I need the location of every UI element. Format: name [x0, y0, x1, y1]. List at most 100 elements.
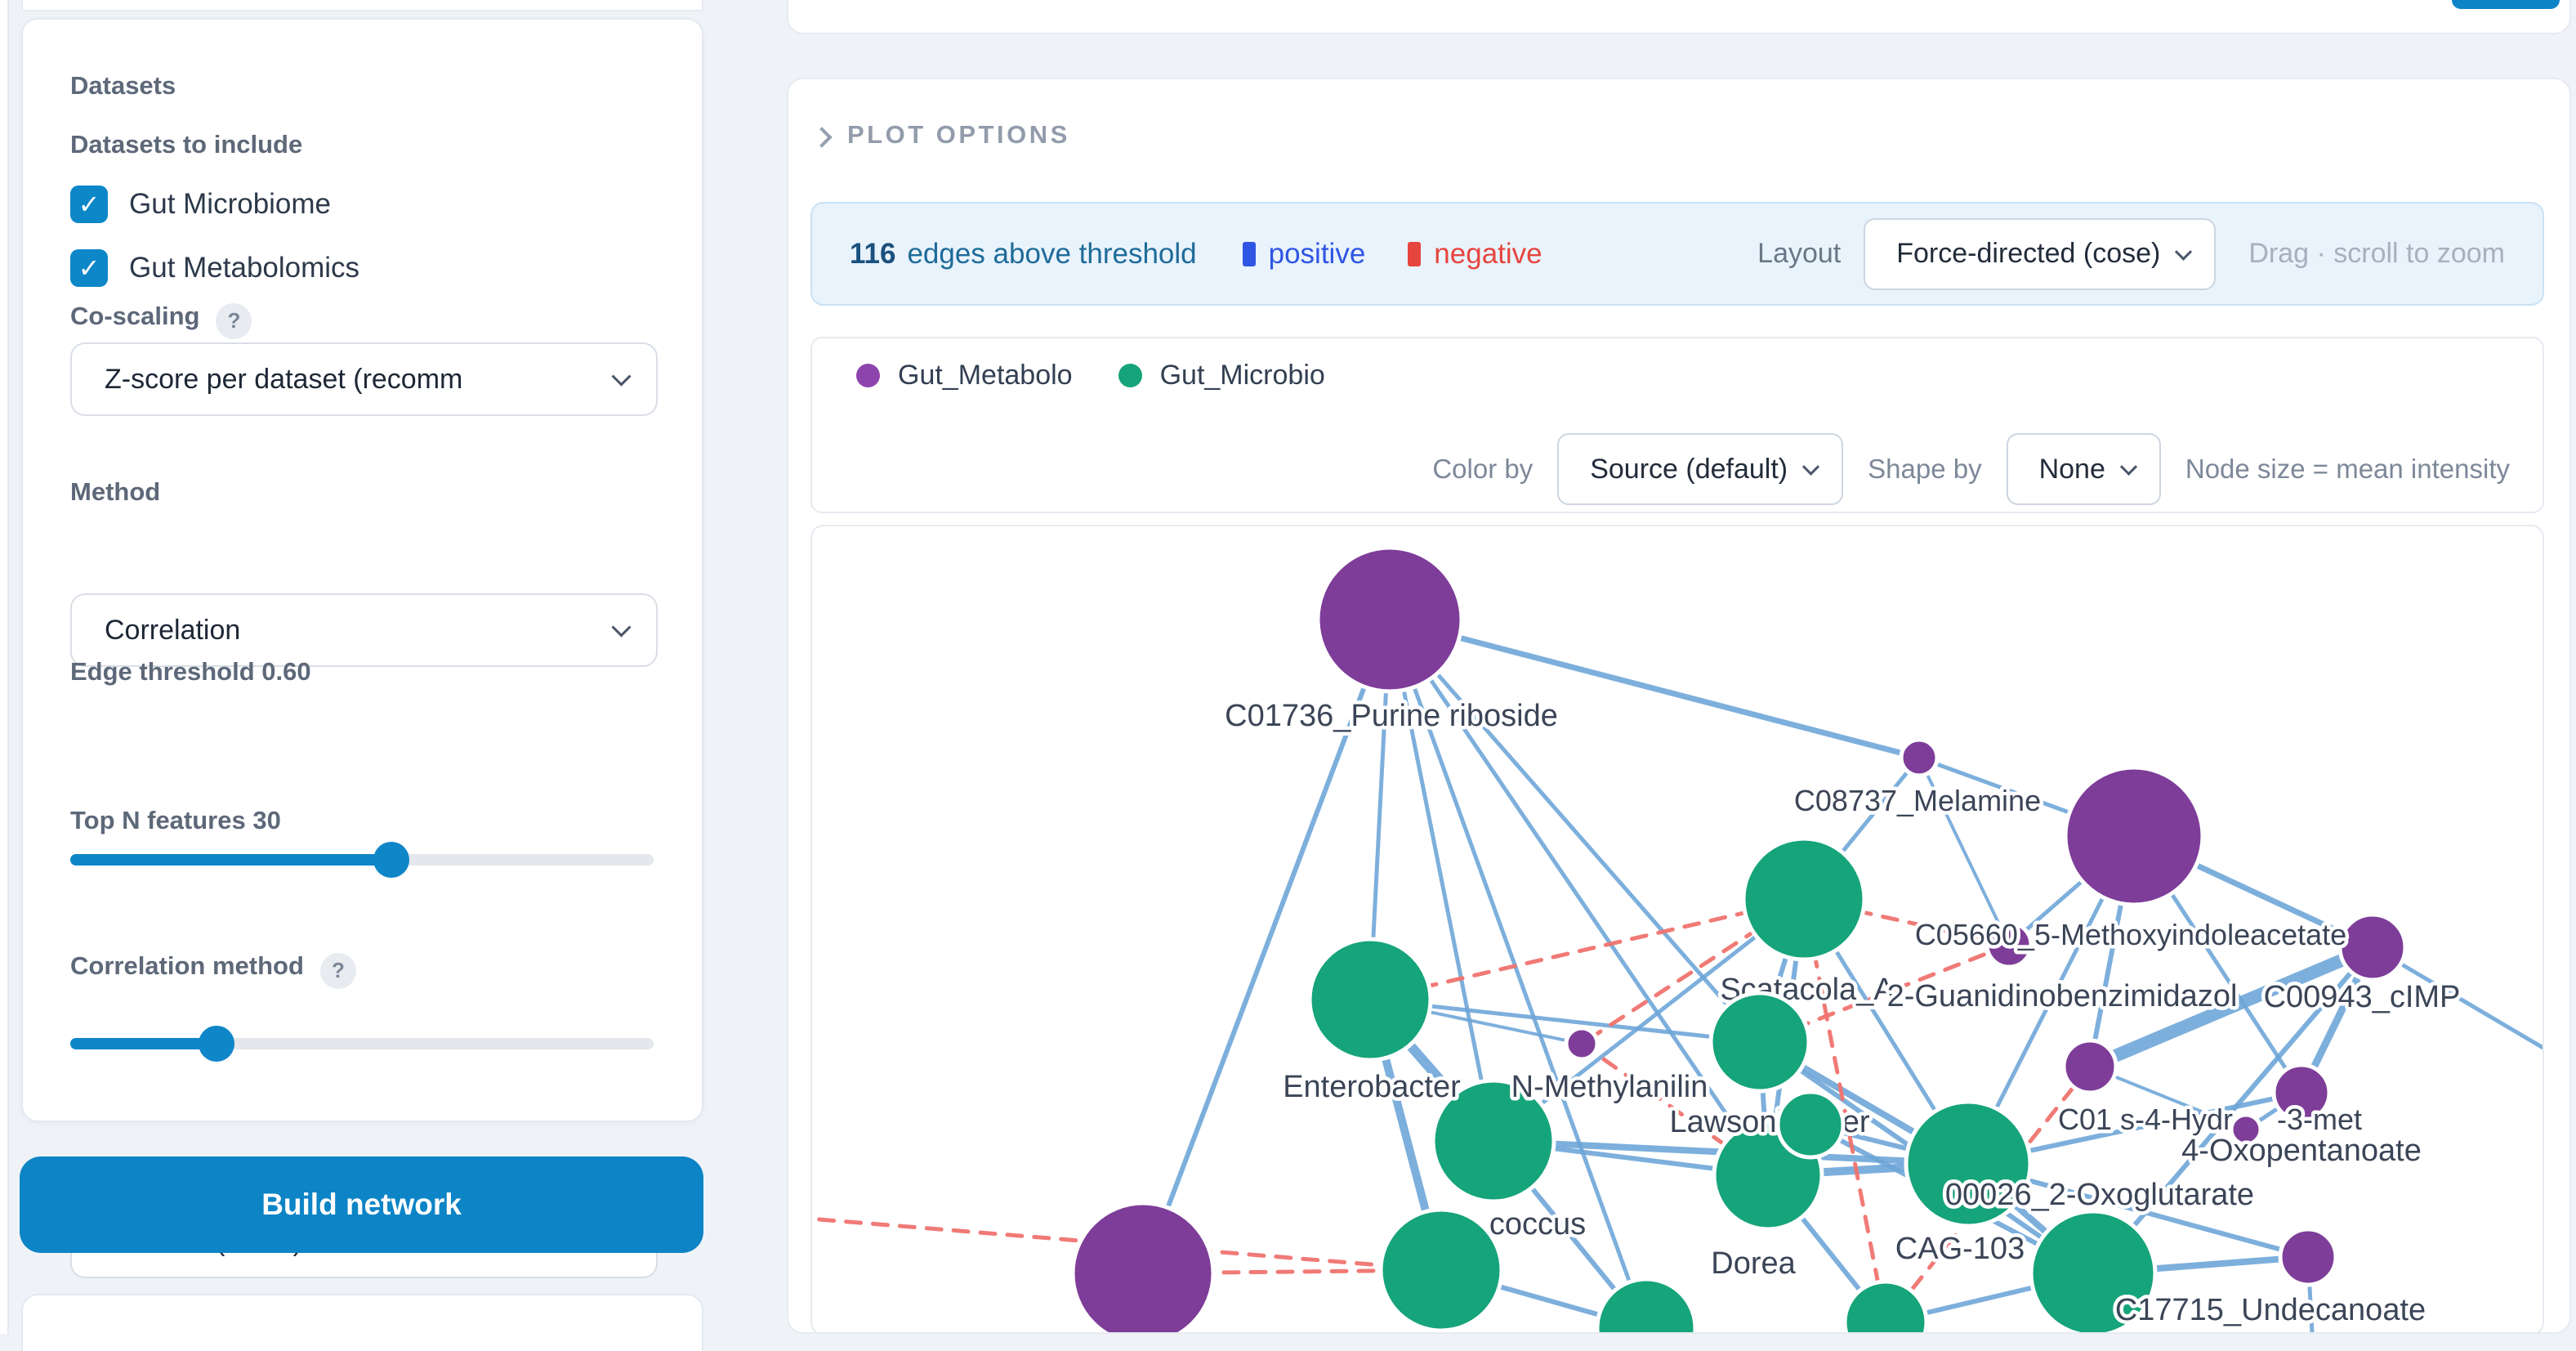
layout-select[interactable]: Force-directed (cose) [1864, 217, 2217, 290]
positive-edge-swatch [1242, 241, 1256, 266]
negative-label: negative [1434, 237, 1542, 270]
positive-edge [1387, 617, 1770, 1178]
microbiome-legend-dot [1118, 364, 1142, 387]
microbe-node[interactable] [1431, 1078, 1556, 1204]
node-label: N-Methylanilin [1511, 1070, 1708, 1104]
metabolite-node[interactable] [1899, 737, 1940, 778]
metabolite-node[interactable] [1070, 1201, 1216, 1334]
source-legend: Gut_Metabolo Gut_Microbio [856, 360, 1353, 391]
metabolite-node[interactable] [2337, 912, 2408, 982]
network-graph-canvas[interactable]: C01736_Purine riboside C08737_Melamine C05… [810, 525, 2544, 1334]
edge-threshold-label: Edge threshold 0.60 [70, 657, 311, 686]
chevron-down-icon [611, 617, 632, 637]
method-label: Method [70, 477, 161, 506]
checkbox-checked-icon[interactable]: ✓ [70, 249, 108, 287]
microbe-node[interactable] [2029, 1209, 2158, 1334]
checkbox-checked-icon[interactable]: ✓ [70, 186, 108, 223]
slider-thumb[interactable] [373, 842, 409, 878]
layout-value: Force-directed (cose) [1896, 238, 2161, 269]
edges-info-bar: 116 edges above threshold positive negat… [810, 202, 2544, 306]
positive-edge [1368, 997, 1762, 1045]
chevron-down-icon [2119, 458, 2137, 476]
microbe-node[interactable] [1904, 1099, 2033, 1228]
primary-button-cutoff[interactable] [2452, 0, 2560, 9]
metabolite-node[interactable] [2271, 1062, 2332, 1123]
microbe-node[interactable] [1595, 1277, 1698, 1334]
checkbox-gut-metabolomics[interactable]: ✓ Gut Metabolomics [70, 249, 359, 287]
microbe-node[interactable] [1842, 1279, 1929, 1334]
plot-mapping-controls: Color by Source (default) Shape by None … [1432, 433, 2510, 505]
plot-options-panel: PLOT OPTIONS 116 edges above threshold p… [787, 78, 2571, 1334]
metabolite-node[interactable] [2063, 765, 2205, 907]
network-graph[interactable]: C01736_Purine riboside C08737_Melamine C05… [812, 526, 2544, 1334]
shape-by-value: None [2038, 453, 2105, 485]
node-label: 2-Guanidinobenzimidazol [1887, 979, 2238, 1013]
chevron-down-icon [1802, 458, 1820, 476]
method-value: Correlation [105, 614, 241, 646]
method-select[interactable]: Correlation [70, 593, 658, 667]
left-rail [0, 0, 9, 1334]
positive-edge [2091, 945, 2375, 1276]
metabolite-node[interactable] [2229, 1112, 2263, 1147]
slider-thumb[interactable] [198, 1026, 234, 1062]
positive-label: positive [1268, 237, 1366, 270]
metabolite-node[interactable] [2061, 1038, 2118, 1095]
metabolite-node[interactable] [1984, 920, 2034, 969]
node-label: C01736_Purine riboside [1225, 699, 1558, 733]
negative-edge [1579, 897, 1806, 1046]
node-label: 4-Oxopentanoate [2181, 1134, 2422, 1168]
node-label: -3-met [2277, 1103, 2362, 1136]
edge-threshold-slider[interactable] [70, 842, 654, 878]
node-label: coccus [1489, 1207, 1586, 1241]
positive-edge [1387, 617, 1649, 1331]
metabolome-legend-dot [856, 364, 880, 387]
plot-options-title[interactable]: PLOT OPTIONS [847, 120, 1070, 149]
positive-edge [1386, 616, 1922, 761]
checkbox-label: Gut Metabolomics [129, 252, 360, 284]
negative-edge-swatch [1408, 241, 1422, 266]
help-icon[interactable]: ? [319, 952, 356, 989]
node-label: C01 [2058, 1103, 2112, 1136]
node-label: C17715_Undecanoate [2115, 1293, 2426, 1327]
node-size-note: Node size = mean intensity [2185, 454, 2510, 484]
top-n-label: Top N features 30 [70, 806, 281, 834]
positive-edge [1917, 756, 2011, 946]
node-label: 00026_2-Oxoglutarate [1945, 1178, 2254, 1212]
positive-edge [1491, 897, 1806, 1143]
metabolite-node[interactable] [1564, 1026, 1600, 1062]
negative-edge [1801, 897, 1888, 1325]
node-label: C05660_5-Methoxyindoleacetate [1915, 918, 2346, 951]
node-label: s-4-Hydr [2120, 1103, 2233, 1136]
legend-card: Gut_Metabolo Gut_Microbio Color by Sourc… [810, 337, 2544, 513]
microbe-node[interactable] [1307, 937, 1433, 1062]
positive-edge [1387, 617, 1496, 1143]
edge-count-text: edges above threshold [907, 237, 1197, 270]
datasets-section-title: Datasets [70, 71, 176, 100]
color-by-label: Color by [1432, 454, 1534, 484]
metabolite-node[interactable] [1315, 545, 1464, 694]
microbe-node[interactable] [1775, 1089, 1846, 1160]
chevron-down-icon [611, 366, 632, 387]
layout-label: Layout [1757, 238, 1842, 269]
microbe-node[interactable] [1708, 991, 1811, 1094]
chevron-right-icon[interactable] [811, 127, 833, 148]
checkbox-gut-microbiome[interactable]: ✓ Gut Microbiome [70, 186, 331, 223]
help-icon[interactable]: ? [216, 302, 252, 339]
build-network-button[interactable]: Build network [20, 1156, 703, 1253]
microbiome-legend-label: Gut_Microbio [1159, 360, 1325, 391]
slider-fill [70, 854, 391, 866]
shape-by-select[interactable]: None [2006, 433, 2161, 505]
sidebar-top-card-edge [21, 0, 703, 11]
microbe-node[interactable] [1378, 1207, 1504, 1332]
checkbox-label: Gut Microbiome [129, 188, 332, 220]
co-scaling-select[interactable]: Z-score per dataset (recomm [70, 342, 658, 416]
co-scaling-row: Co-scaling? [70, 302, 252, 339]
positive-edge [2083, 941, 2379, 1073]
microbe-node[interactable] [1741, 836, 1867, 962]
color-by-select[interactable]: Source (default) [1557, 433, 1844, 505]
slider-fill [70, 1038, 217, 1049]
co-scaling-value: Z-score per dataset (recomm [105, 363, 463, 395]
metabolite-node[interactable] [2278, 1227, 2338, 1287]
positive-edge [1387, 617, 1762, 1045]
top-n-slider[interactable] [70, 1026, 654, 1062]
